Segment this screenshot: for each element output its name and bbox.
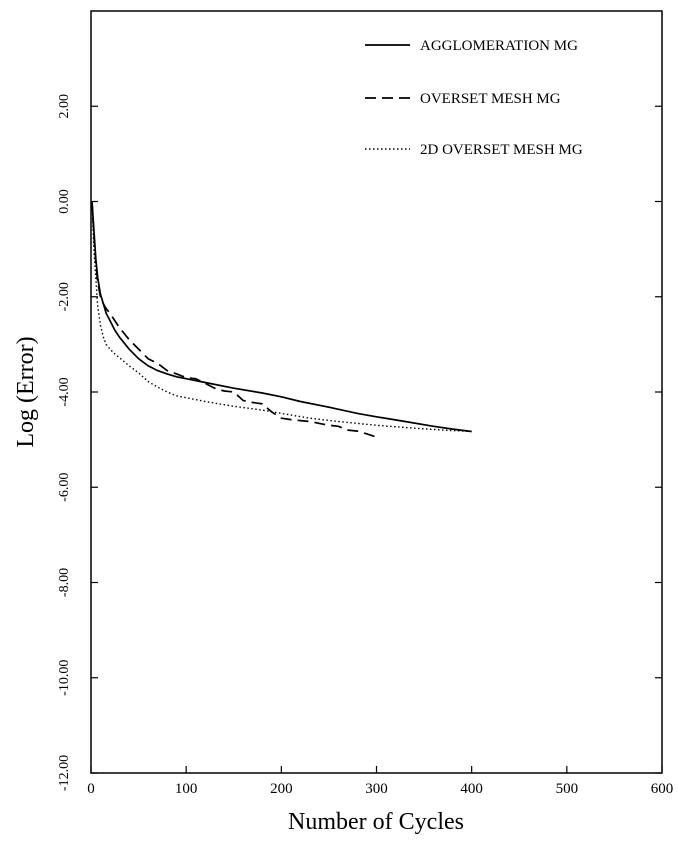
- legend-label: OVERSET MESH MG: [420, 91, 561, 107]
- x-tick-label: 200: [270, 781, 293, 797]
- y-tick-label: -12.00: [57, 755, 72, 791]
- series-line: [91, 201, 472, 433]
- series-line: [91, 201, 472, 433]
- y-tick-label: -4.00: [57, 377, 72, 406]
- x-tick-label: 600: [651, 781, 674, 797]
- x-tick-label: 0: [87, 781, 95, 797]
- x-axis-title: Number of Cycles: [288, 809, 464, 835]
- y-tick-label: -2.00: [57, 282, 72, 311]
- data-series: [91, 201, 472, 439]
- legend-label: AGGLOMERATION MG: [420, 38, 578, 54]
- y-tick-label: -8.00: [57, 568, 72, 597]
- plot-frame: [90, 10, 663, 774]
- axis-ticks: 0 100 200 300 400 500 600 2.00 0.00 -2.00 -4.00 -6.…: [57, 94, 673, 797]
- legend-label: 2D OVERSET MESH MG: [420, 142, 583, 158]
- y-tick-label: 0.00: [57, 189, 72, 214]
- y-tick-label: 2.00: [57, 94, 72, 119]
- y-axis-title: Log (Error): [13, 336, 39, 447]
- series-line: [91, 201, 377, 439]
- x-tick-label: 500: [556, 781, 579, 797]
- x-tick-label: 300: [365, 781, 388, 797]
- legend: AGGLOMERATION MG OVERSET MESH MG 2D OVERSE…: [365, 38, 583, 158]
- x-tick-label: 100: [175, 781, 198, 797]
- x-tick-label: 400: [460, 781, 483, 797]
- y-tick-label: -10.00: [57, 660, 72, 696]
- y-tick-label: -6.00: [57, 473, 72, 502]
